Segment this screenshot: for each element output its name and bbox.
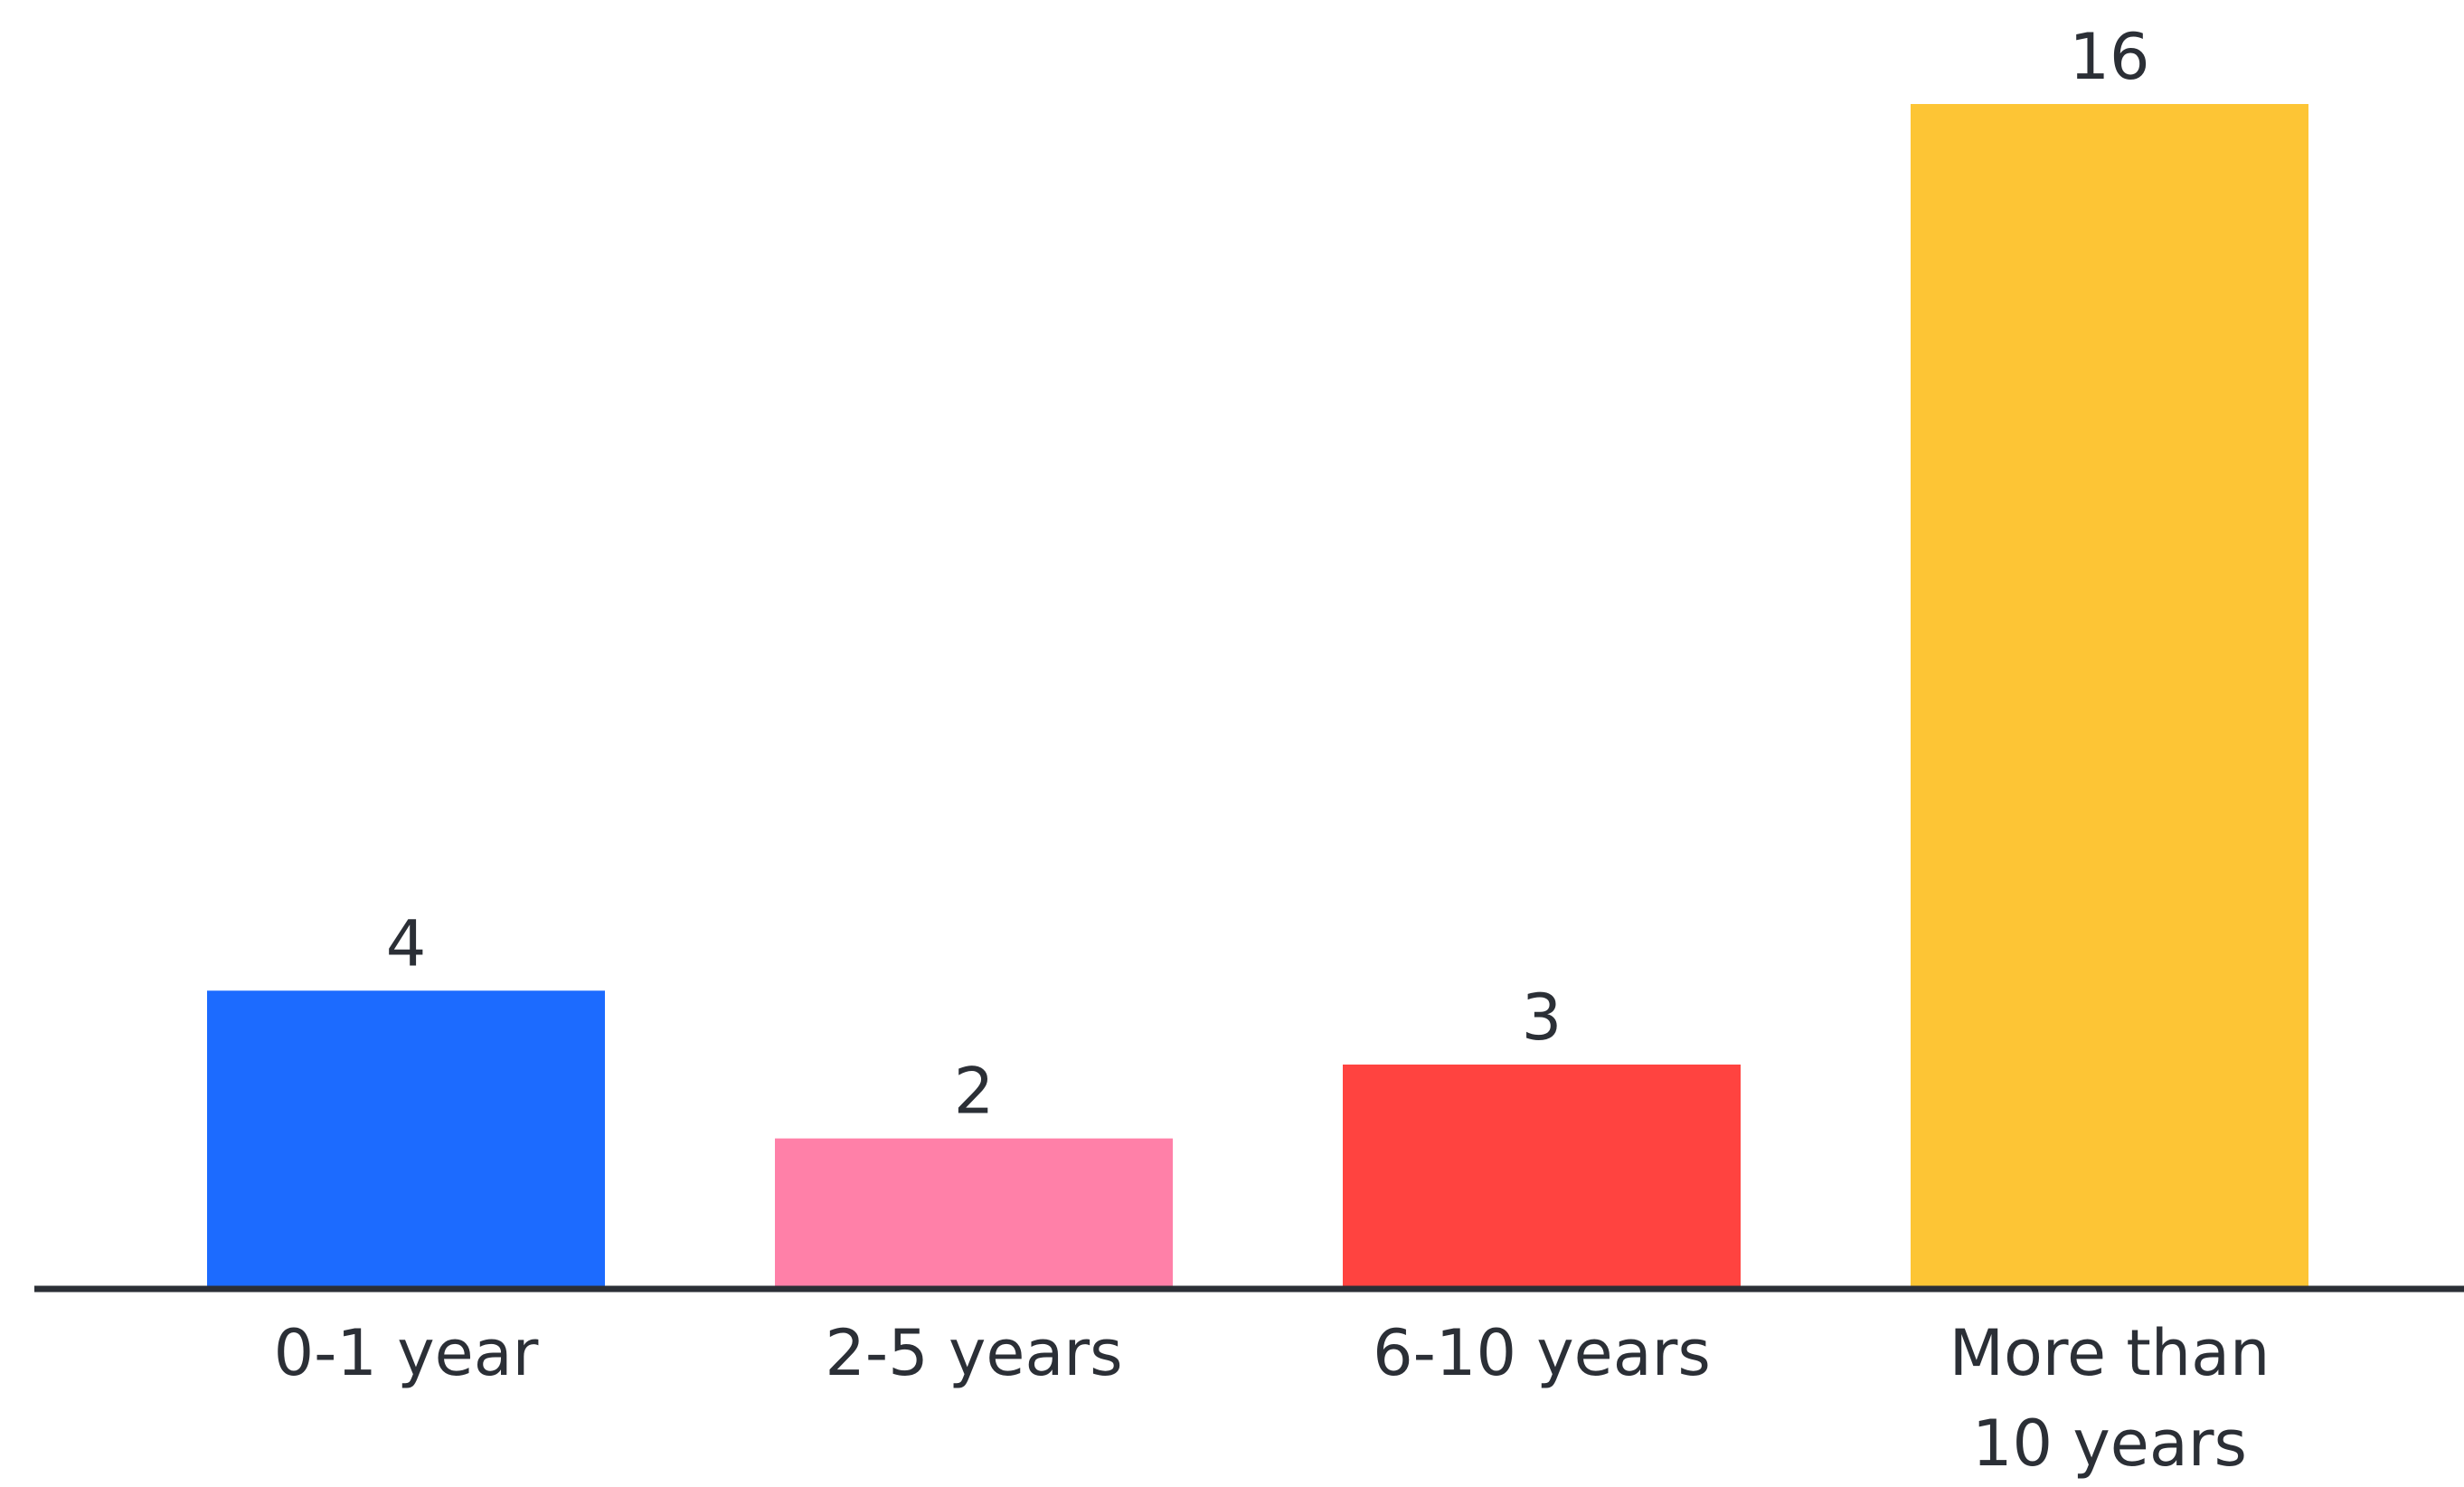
x-tick-label-line: 2-5 years — [825, 1316, 1122, 1390]
x-tick-label: 6-10 years — [1373, 1316, 1711, 1390]
x-tick-label-line: More than — [1949, 1316, 2270, 1390]
bar-value-label: 2 — [954, 1055, 995, 1129]
bars-layer — [207, 104, 2308, 1286]
x-tick-label: 2-5 years — [825, 1316, 1122, 1390]
bar-4 — [1911, 104, 2308, 1286]
bar-value-label: 4 — [386, 906, 427, 980]
x-tick-label-line: 0-1 year — [274, 1316, 539, 1390]
x-tick-label-line: 6-10 years — [1373, 1316, 1711, 1390]
bar-1 — [207, 990, 605, 1286]
value-labels-layer: 4 2 3 16 — [386, 20, 2150, 1129]
bar-2 — [775, 1138, 1173, 1286]
bar-value-label: 16 — [2069, 20, 2149, 94]
x-tick-label: More than 10 years — [1949, 1316, 2270, 1481]
x-tick-label-line: 10 years — [1972, 1406, 2247, 1481]
bar-3 — [1343, 1064, 1741, 1286]
x-axis-tick-labels: 0-1 year 2-5 years 6-10 years More than 10 y… — [274, 1316, 2270, 1481]
x-tick-label: 0-1 year — [274, 1316, 539, 1390]
bar-value-label: 3 — [1522, 980, 1562, 1055]
